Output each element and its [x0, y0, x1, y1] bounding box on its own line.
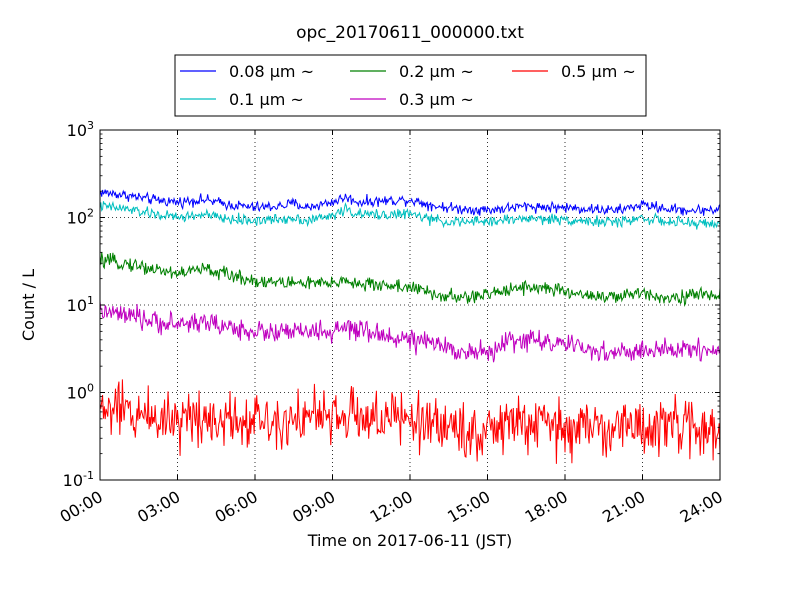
y-tick-label-0: 10-1 — [63, 469, 94, 490]
series-line-4 — [100, 379, 720, 464]
series-line-3 — [100, 301, 720, 363]
chart-title: opc_20170611_000000.txt — [296, 23, 524, 43]
plot-area — [100, 130, 720, 480]
y-tick-label-4: 103 — [67, 119, 94, 140]
series-line-2 — [100, 252, 720, 307]
y-tick-label-1: 100 — [67, 382, 94, 403]
legend-label-0: 0.08 μm ~ — [229, 62, 314, 81]
x-axis-label: Time on 2017-06-11 (JST) — [307, 531, 512, 550]
y-tick-label-2: 101 — [67, 294, 94, 315]
series-line-1 — [100, 200, 720, 230]
legend-label-1: 0.1 μm ~ — [229, 90, 304, 109]
legend-label-2: 0.2 μm ~ — [399, 62, 474, 81]
legend-label-4: 0.5 μm ~ — [561, 62, 636, 81]
legend-label-3: 0.3 μm ~ — [399, 90, 474, 109]
legend-box — [174, 54, 647, 117]
legend: 0.08 μm ~ 0.1 μm ~ 0.2 μm ~ 0.3 μm ~ 0.5 μm … — [174, 54, 647, 117]
y-tick-label-3: 102 — [67, 207, 94, 228]
series-line-0 — [100, 189, 720, 216]
y-axis-label: Count / L — [19, 269, 38, 341]
